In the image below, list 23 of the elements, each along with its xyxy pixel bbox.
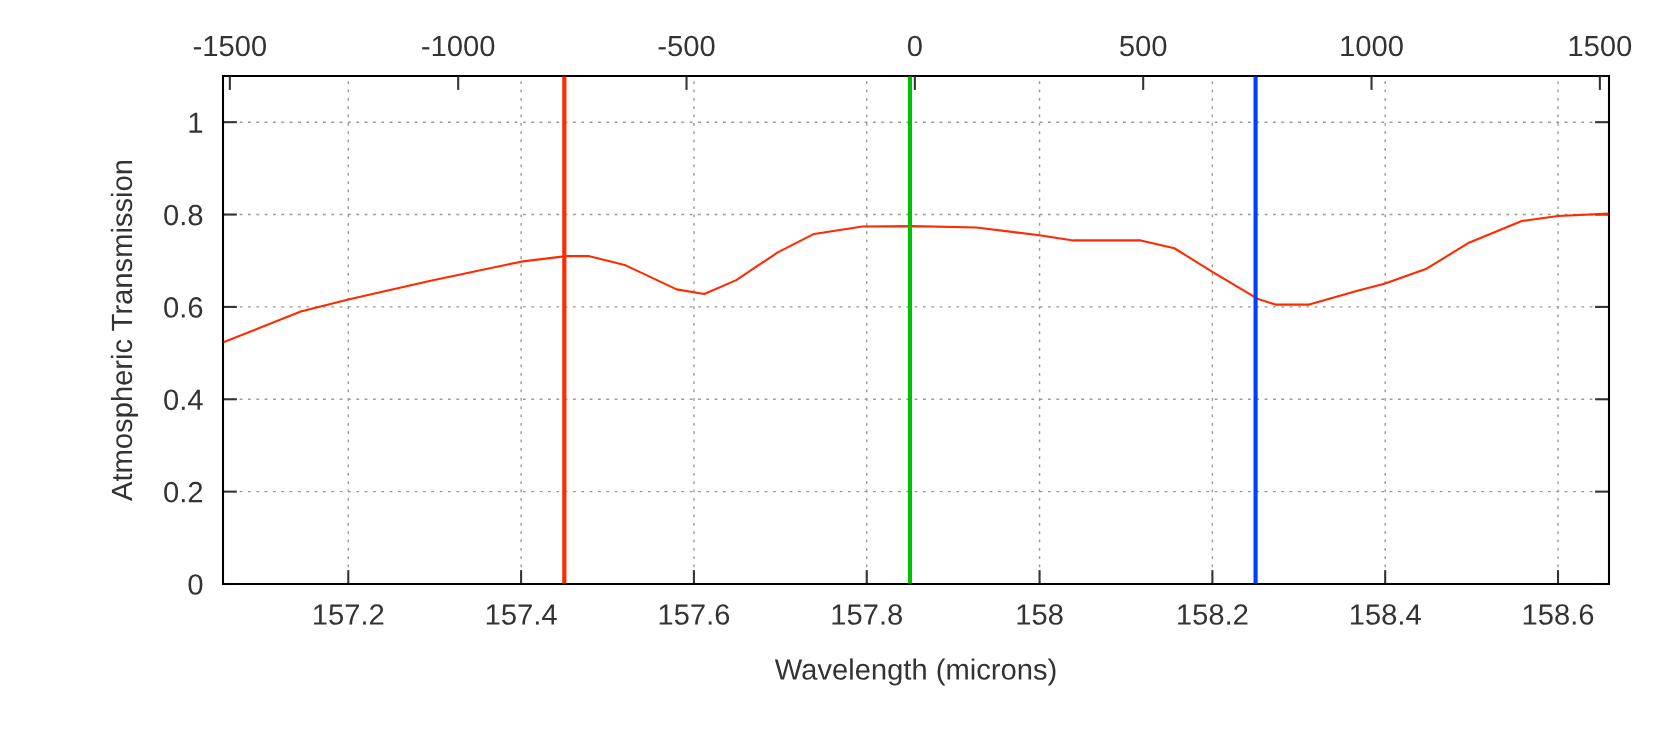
y-tick-label: 0 bbox=[188, 574, 203, 595]
y-axis-title: Atmospheric Transmission bbox=[110, 160, 139, 501]
y-tick-label: 0.4 bbox=[164, 389, 203, 411]
x-tick-label: 158 bbox=[1017, 604, 1063, 625]
x-tick-label: 157.4 bbox=[486, 604, 557, 625]
y-tick-label: 0.6 bbox=[164, 297, 203, 318]
y-tick-label: 0.8 bbox=[164, 204, 203, 226]
y-tick-label: 1 bbox=[189, 112, 203, 133]
x-tick-label: 158.2 bbox=[1178, 604, 1248, 625]
x-tick-label: 158.6 bbox=[1523, 604, 1594, 625]
x2-tick-label: 1000 bbox=[1341, 35, 1403, 57]
x2-tick-label: 500 bbox=[1120, 35, 1167, 57]
x2-tick-label: -1500 bbox=[193, 35, 267, 57]
x2-tick-label: -500 bbox=[658, 35, 715, 57]
x-tick-label: 157.2 bbox=[314, 604, 384, 625]
x-tick-label: 157.6 bbox=[659, 604, 730, 625]
x2-tick-label: -1000 bbox=[422, 35, 495, 57]
x-tick-label: 157.8 bbox=[832, 604, 902, 625]
y-tick-label: 0.2 bbox=[164, 481, 203, 503]
x2-tick-label: 1500 bbox=[1569, 35, 1632, 57]
x-axis-title: Wavelength (microns) bbox=[774, 658, 1056, 686]
x-tick-label: 158.4 bbox=[1350, 604, 1421, 625]
x2-tick-label: 0 bbox=[907, 35, 922, 57]
